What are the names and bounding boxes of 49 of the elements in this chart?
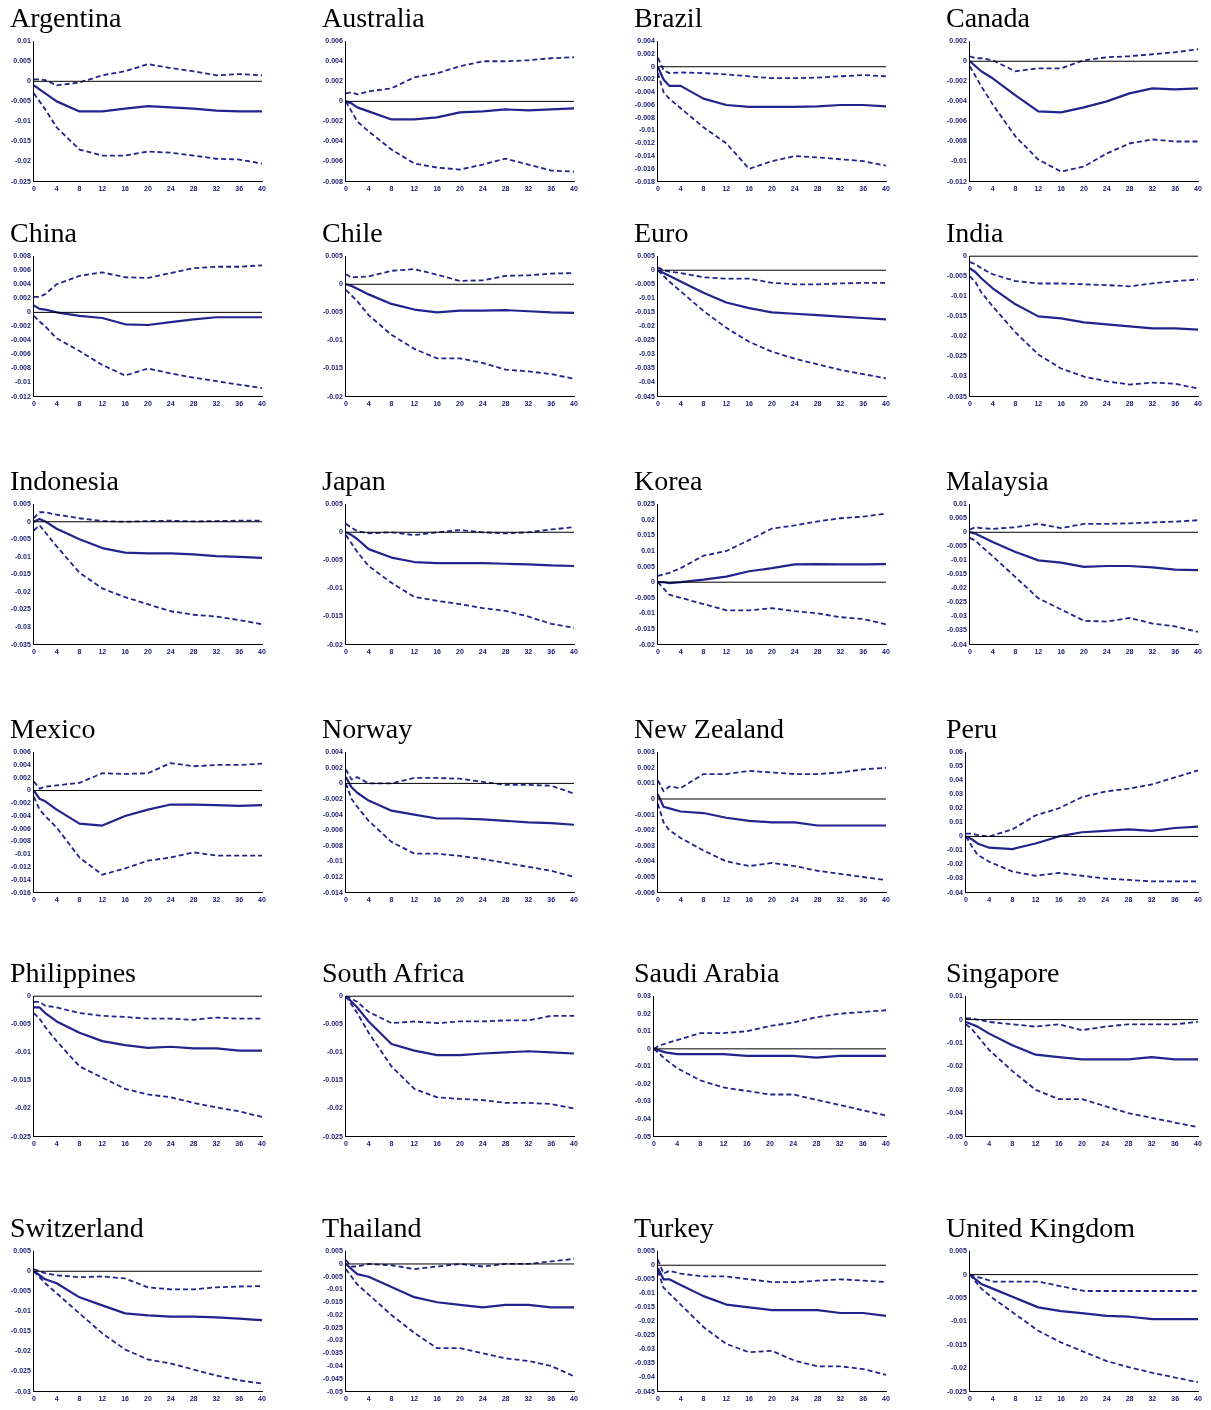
chart-title: Peru	[945, 713, 999, 745]
chart-title: Euro	[633, 217, 690, 249]
chart-title: Australia	[321, 2, 426, 34]
chart-title: Canada	[945, 2, 1031, 34]
chart-title: Switzerland	[9, 1212, 145, 1244]
line-series	[33, 1012, 262, 1118]
chart-title: Philippines	[9, 957, 137, 989]
line-series	[657, 766, 886, 793]
chart-title: India	[945, 217, 1005, 249]
chart-title: New Zealand	[633, 713, 786, 745]
chart-title: Japan	[321, 465, 387, 497]
line-series	[33, 314, 262, 390]
chart-title: Argentina	[9, 2, 123, 34]
line-series	[33, 524, 262, 626]
line-series	[345, 289, 574, 380]
chart-title: Chile	[321, 217, 384, 249]
chart-title: Malaysia	[945, 465, 1050, 497]
line-series	[33, 795, 262, 876]
line-series	[33, 63, 262, 87]
chart-title: Singapore	[945, 957, 1061, 989]
chart-title: Brazil	[633, 2, 704, 34]
chart-title: China	[9, 217, 78, 249]
chart-title: Norway	[321, 713, 414, 745]
chart-title: Turkey	[633, 1212, 715, 1244]
chart-title: South Africa	[321, 957, 466, 989]
line-series	[969, 275, 1198, 390]
line-series	[657, 802, 886, 882]
line-series	[345, 768, 574, 795]
chart-title: Mexico	[9, 713, 97, 745]
line-series	[345, 56, 574, 96]
line-series	[969, 261, 1198, 288]
chart-title: Saudi Arabia	[633, 957, 781, 989]
line-series	[33, 762, 262, 790]
chart-title: Korea	[633, 465, 704, 497]
line-series	[33, 1000, 262, 1021]
line-series	[969, 537, 1198, 633]
line-series	[965, 1017, 1198, 1032]
line-series	[657, 56, 886, 80]
line-series	[33, 92, 262, 165]
line-series	[969, 65, 1198, 173]
line-series	[345, 522, 574, 536]
chart-title: United Kingdom	[945, 1212, 1136, 1244]
line-series	[33, 264, 262, 298]
chart-title: Thailand	[321, 1212, 423, 1244]
line-series	[345, 1268, 574, 1378]
line-series	[969, 48, 1198, 73]
line-series	[345, 268, 574, 282]
line-series	[657, 512, 886, 577]
chart-title: Indonesia	[9, 465, 120, 497]
